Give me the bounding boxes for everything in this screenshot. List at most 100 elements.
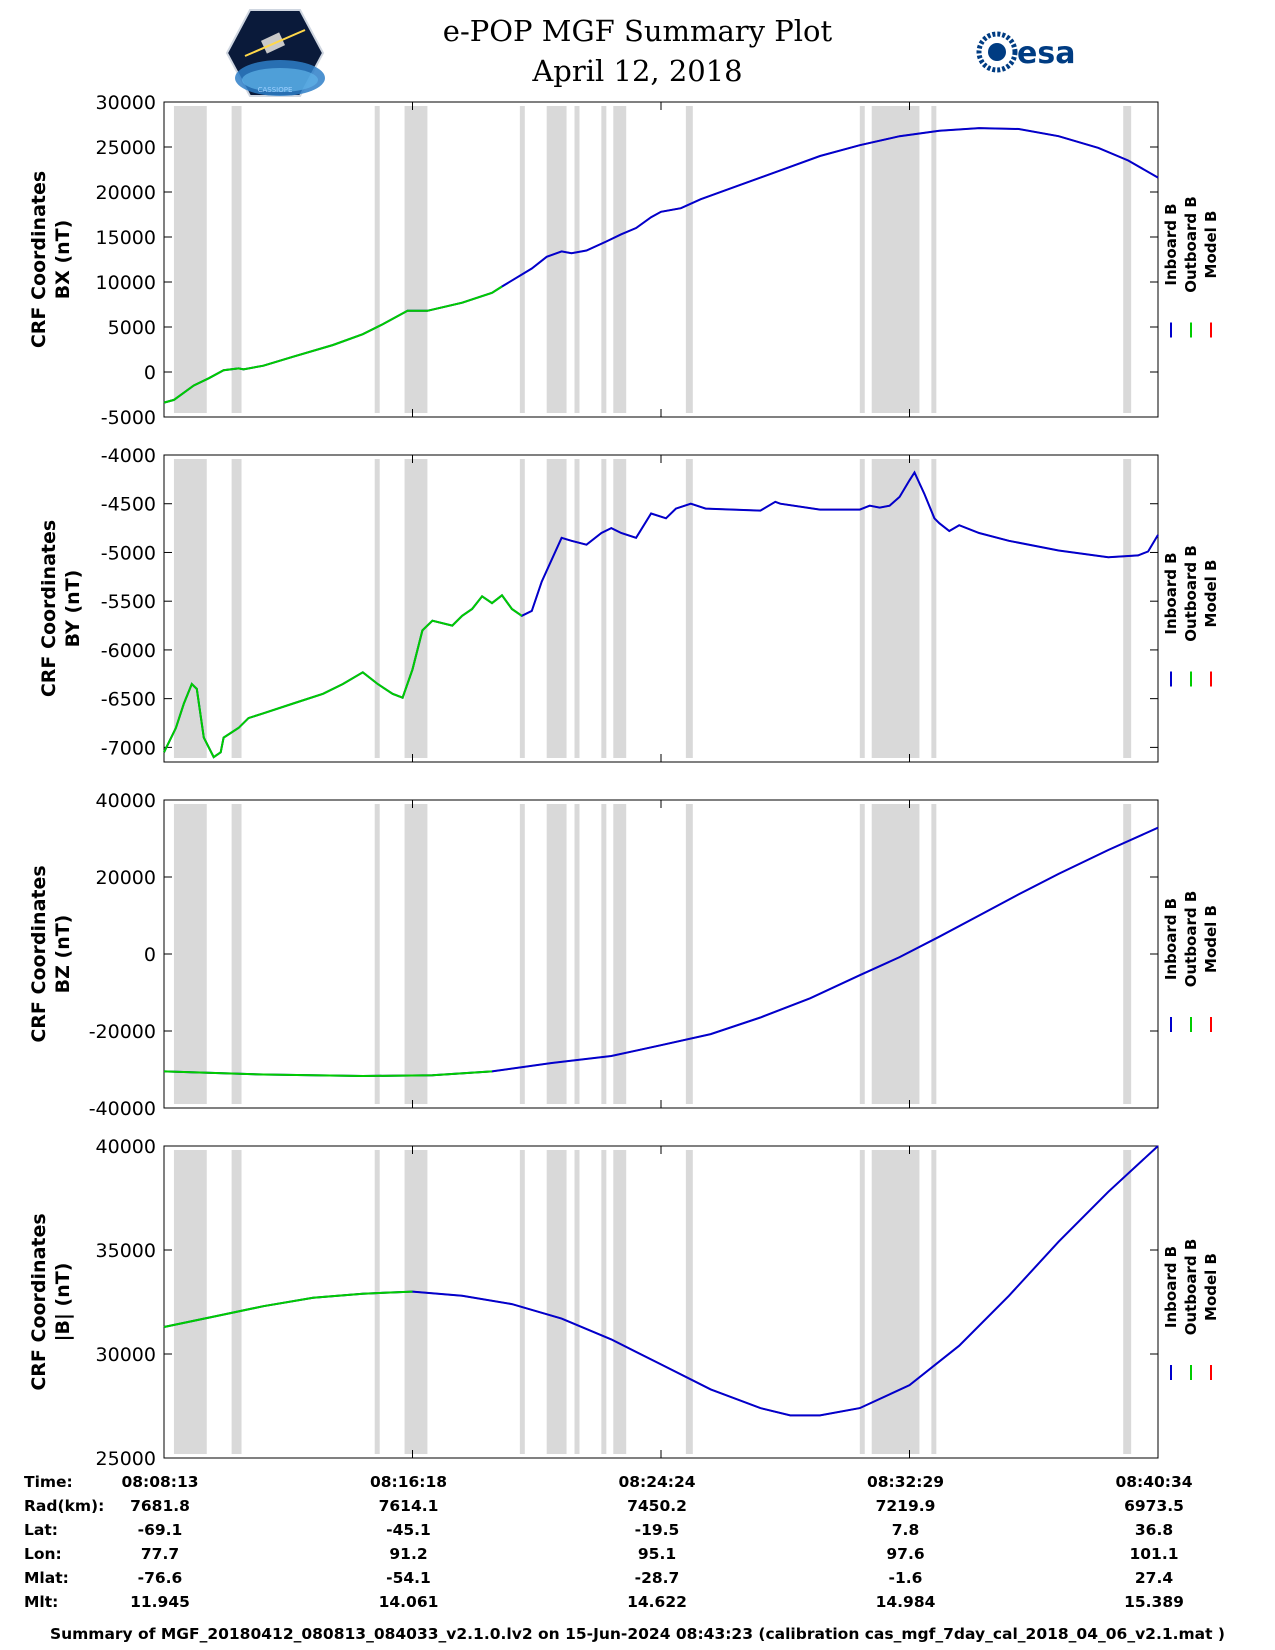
inboard-b-line bbox=[163, 1145, 1159, 1417]
data-gap-band bbox=[1123, 459, 1132, 758]
y-tick-label: 0 bbox=[144, 944, 156, 966]
data-gap-band bbox=[613, 106, 627, 413]
y-tick-label: 30000 bbox=[96, 92, 156, 114]
y-axis-label-line2: BX (nT) bbox=[52, 220, 74, 300]
inboard-b-line bbox=[163, 127, 1159, 404]
y-tick-label: 10000 bbox=[96, 272, 156, 294]
data-gap-band bbox=[871, 804, 920, 1104]
y-tick-label: 30000 bbox=[96, 1344, 156, 1366]
data-gap-band bbox=[231, 804, 242, 1104]
data-gap-band bbox=[546, 804, 567, 1104]
data-gap-band bbox=[613, 1150, 627, 1454]
data-gap-band bbox=[871, 1150, 920, 1454]
data-gap-band bbox=[931, 1150, 937, 1454]
page-subtitle-date: April 12, 2018 bbox=[532, 54, 743, 88]
data-gap-band bbox=[546, 1150, 567, 1454]
data-gap-band bbox=[859, 1150, 865, 1454]
outboard-b-line bbox=[163, 285, 503, 404]
y-axis-label-line1: CRF Coordinates bbox=[28, 865, 50, 1042]
data-gap-band bbox=[931, 459, 937, 758]
data-gap-band bbox=[871, 459, 920, 758]
y-tick-label: -5500 bbox=[101, 591, 156, 613]
data-gap-band bbox=[685, 1150, 693, 1454]
y-tick-label: -20000 bbox=[89, 1021, 156, 1043]
y-axis-label: CRF Coordinates BX (nT) bbox=[28, 171, 74, 348]
data-gap-band bbox=[574, 1150, 580, 1454]
panel-1: -5000 0 5000 10000 15000 20000 25000 30000 CRF C… bbox=[28, 92, 1220, 429]
legend-inboard: Inboard B bbox=[1162, 552, 1180, 634]
y-tick-label: 35000 bbox=[96, 1240, 156, 1262]
model-b-line bbox=[163, 127, 1159, 404]
data-gap-band bbox=[173, 1150, 207, 1454]
legend-outboard: Outboard B bbox=[1182, 196, 1200, 293]
esa-logo-text: esa bbox=[1017, 36, 1075, 71]
data-gap-band bbox=[404, 1150, 428, 1454]
panel-4: 25000 30000 35000 40000 CRF Coordinates |B| (… bbox=[28, 1136, 1220, 1470]
data-gap-band bbox=[374, 106, 380, 413]
data-gap-band bbox=[859, 106, 865, 413]
data-gap-band bbox=[173, 459, 207, 758]
y-tick-label: -4000 bbox=[101, 445, 156, 467]
data-gap-band bbox=[601, 106, 607, 413]
y-axis-label-line1: CRF Coordinates bbox=[38, 520, 60, 697]
data-gap-band bbox=[374, 804, 380, 1104]
data-gap-band bbox=[871, 106, 920, 413]
y-tick-label: -6000 bbox=[101, 640, 156, 662]
data-gap-band bbox=[574, 459, 580, 758]
y-tick-label: -5000 bbox=[101, 542, 156, 564]
panel-3: -40000 -20000 0 20000 40000 CRF Coordinates BZ… bbox=[28, 790, 1220, 1120]
data-gap-band bbox=[1123, 804, 1132, 1104]
data-gap-band bbox=[574, 804, 580, 1104]
data-gap-band bbox=[231, 106, 242, 413]
y-tick-label: -6500 bbox=[101, 689, 156, 711]
data-gap-band bbox=[231, 459, 242, 758]
legend-model: Model B bbox=[1202, 211, 1220, 279]
y-tick-label: -7000 bbox=[101, 737, 156, 759]
outboard-b-line bbox=[163, 593, 523, 759]
data-gap-band bbox=[613, 804, 627, 1104]
data-gap-band bbox=[685, 459, 693, 758]
footer-summary: Summary of MGF_20180412_080813_084033_v2… bbox=[49, 1625, 1226, 1643]
y-tick-label: 0 bbox=[144, 362, 156, 384]
data-gap-band bbox=[1123, 106, 1132, 413]
data-gap-band bbox=[374, 459, 380, 758]
y-tick-label: 25000 bbox=[96, 137, 156, 159]
plot-frame bbox=[163, 101, 1159, 418]
y-axis-label-line1: CRF Coordinates bbox=[28, 171, 50, 348]
data-gap-band bbox=[601, 804, 607, 1104]
legend-inboard: Inboard B bbox=[1162, 203, 1180, 285]
y-tick-label: 5000 bbox=[108, 317, 156, 339]
data-gap-band bbox=[546, 459, 567, 758]
y-axis-label: CRF Coordinates BY (nT) bbox=[38, 520, 84, 697]
y-tick-label: -5000 bbox=[101, 407, 156, 429]
cassiope-mission-logo: CASSIOPE bbox=[225, 9, 325, 97]
cassiope-logo-text: CASSIOPE bbox=[258, 86, 293, 94]
data-gap-band bbox=[931, 804, 937, 1104]
legend-outboard: Outboard B bbox=[1182, 545, 1200, 642]
data-gap-band bbox=[519, 106, 525, 413]
legend-model: Model B bbox=[1202, 560, 1220, 628]
inboard-b-line bbox=[163, 470, 1159, 759]
y-tick-label: 20000 bbox=[96, 867, 156, 889]
legend-inboard: Inboard B bbox=[1162, 898, 1180, 980]
y-tick-label: -4500 bbox=[101, 494, 156, 516]
data-gap-band bbox=[404, 106, 428, 413]
y-tick-label: 15000 bbox=[96, 227, 156, 249]
y-tick-label: -40000 bbox=[89, 1098, 156, 1120]
outboard-b-line bbox=[163, 1070, 493, 1078]
data-gap-band bbox=[613, 459, 627, 758]
data-gap-band bbox=[173, 106, 207, 413]
y-axis-label: CRF Coordinates |B| (nT) bbox=[28, 1213, 74, 1390]
y-tick-label: 40000 bbox=[96, 1136, 156, 1158]
data-gap-band bbox=[931, 106, 937, 413]
legend-inboard: Inboard B bbox=[1162, 1246, 1180, 1328]
panel-2: -7000 -6500 -6000 -5500 -5000 -4500 -4000 CRF C… bbox=[38, 445, 1220, 763]
data-gap-band bbox=[519, 1150, 525, 1454]
plot-frame bbox=[163, 454, 1159, 763]
data-gap-band bbox=[685, 804, 693, 1104]
model-b-line bbox=[163, 826, 1159, 1077]
data-gap-band bbox=[173, 804, 207, 1104]
data-gap-band bbox=[601, 1150, 607, 1454]
data-gap-band bbox=[231, 1150, 242, 1454]
inboard-b-line bbox=[163, 826, 1159, 1078]
